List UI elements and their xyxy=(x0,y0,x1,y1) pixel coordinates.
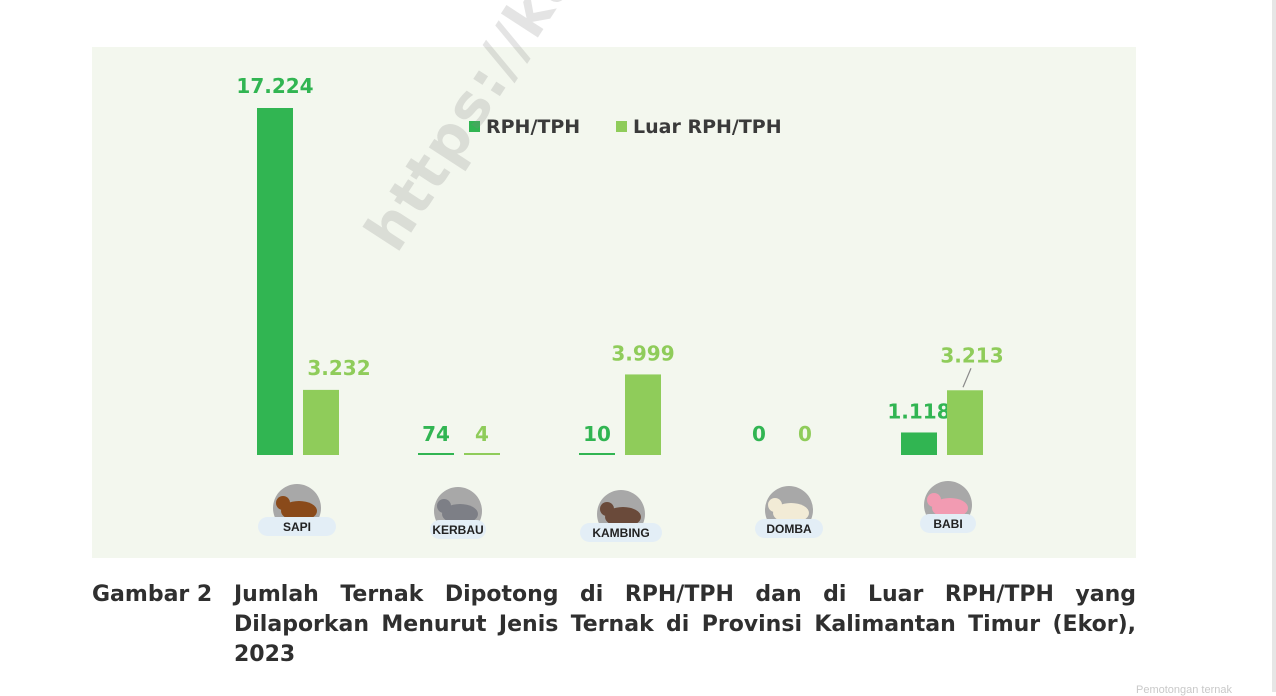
legend-label-rph: RPH/TPH xyxy=(486,116,580,138)
data-label-babi-luar-rph: 3.213 xyxy=(940,343,1003,367)
animal-head xyxy=(927,493,941,507)
bar-kambing-rph xyxy=(579,453,615,455)
data-label-kambing-luar-rph: 3.999 xyxy=(611,341,674,365)
category-pill xyxy=(920,514,976,533)
data-label-domba-rph: 0 xyxy=(752,422,766,446)
data-label-babi-rph: 1.118 xyxy=(887,399,950,423)
legend-label-luar-rph: Luar RPH/TPH xyxy=(633,116,782,138)
category-pill xyxy=(580,523,662,542)
legend-swatch xyxy=(469,121,480,132)
caption-text: Jumlah Ternak Dipotong di RPH/TPH dan di… xyxy=(234,582,1136,667)
category-label-kerbau: KERBAU xyxy=(432,523,483,537)
bar-kambing-luar-rph xyxy=(625,374,661,455)
bar-sapi-luar-rph xyxy=(303,389,339,455)
animal-head xyxy=(437,499,451,513)
animal-head xyxy=(276,496,290,510)
category-pill xyxy=(430,520,486,539)
pig-icon xyxy=(920,481,976,533)
sheep-icon xyxy=(755,486,823,538)
label-leader-line xyxy=(962,368,972,388)
data-label-sapi-rph: 17.224 xyxy=(236,74,313,98)
animal-head xyxy=(768,498,782,512)
chart-legend: RPH/TPH Luar RPH/TPH xyxy=(469,116,782,138)
bar-chart: 17.224 3.232 SAPI 74 4 KERBAU 10 3.999 KAMBING 0 0… xyxy=(236,74,1004,542)
chart-panel: 17.224 3.232 SAPI 74 4 KERBAU 10 3.999 KAMBING 0 0… xyxy=(92,47,1136,558)
bar-babi-luar-rph xyxy=(947,390,983,455)
page-edge xyxy=(1272,0,1276,692)
buffalo-icon xyxy=(430,487,486,539)
caption-label: Gambar 2 xyxy=(92,582,213,607)
animal-body xyxy=(281,501,317,521)
animal-body xyxy=(932,498,968,518)
data-label-domba-luar-rph: 0 xyxy=(798,422,812,446)
category-pill xyxy=(755,519,823,538)
animal-body xyxy=(773,503,809,523)
footer-note: Pemotongan ternak xyxy=(1136,684,1233,696)
category-pill xyxy=(258,517,336,536)
bar-kerbau-luar-rph xyxy=(464,453,500,455)
bar-kerbau-rph xyxy=(418,453,454,455)
data-label-kerbau-rph: 74 xyxy=(422,422,450,446)
category-label-sapi: SAPI xyxy=(283,520,311,534)
animal-body xyxy=(442,504,478,524)
data-label-sapi-luar-rph: 3.232 xyxy=(307,356,370,380)
data-label-kerbau-luar-rph: 4 xyxy=(475,422,489,446)
animal-head xyxy=(600,502,614,516)
category-label-domba: DOMBA xyxy=(766,522,812,536)
bar-babi-rph xyxy=(901,432,937,455)
animal-body xyxy=(605,507,641,527)
data-label-kambing-rph: 10 xyxy=(583,422,611,446)
bar-sapi-rph xyxy=(257,108,293,455)
legend-swatch xyxy=(616,121,627,132)
goat-icon xyxy=(580,490,662,542)
category-label-kambing: KAMBING xyxy=(592,526,649,540)
category-label-babi: BABI xyxy=(933,517,962,531)
cow-icon xyxy=(258,484,336,536)
